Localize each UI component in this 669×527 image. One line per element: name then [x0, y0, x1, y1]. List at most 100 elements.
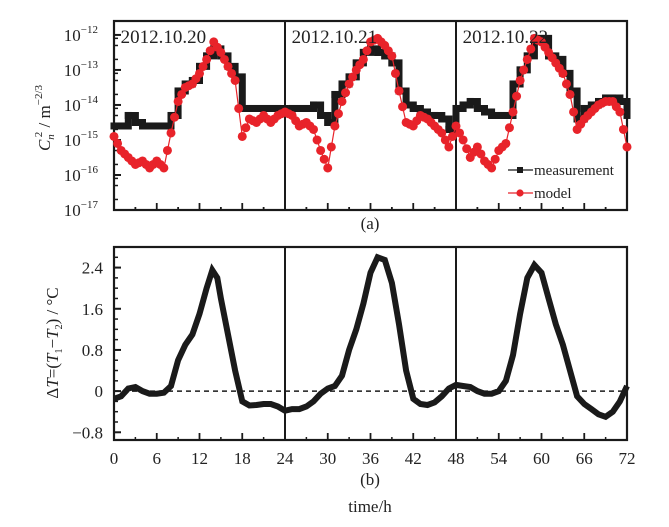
model-point	[526, 44, 536, 54]
y-title-b-sub2: 2	[54, 324, 65, 329]
y-tick-label: 2.4	[82, 259, 104, 278]
x-tick-label: 18	[234, 449, 251, 468]
tick-base: 10	[64, 26, 81, 45]
model-point	[241, 123, 251, 133]
model-point	[223, 61, 233, 71]
tick-exponent: −12	[81, 24, 98, 36]
model-point	[440, 135, 450, 145]
model-point	[316, 145, 326, 155]
y-title-a-text: Cn2 / m−2/3	[33, 84, 57, 151]
model-point	[195, 68, 204, 78]
x-tick-label: 48	[448, 449, 465, 468]
y-tick-label: 0	[95, 382, 104, 401]
model-point	[234, 103, 244, 113]
model-point	[202, 54, 212, 64]
measurement-point	[509, 80, 517, 88]
date-annotation: 2012.10.22	[463, 27, 549, 48]
measurement-point	[409, 104, 417, 112]
y-tick-label: 10−14	[64, 94, 99, 115]
model-point	[319, 154, 329, 164]
panel-b-label: (b)	[360, 470, 380, 489]
tick-base: 10	[64, 96, 81, 115]
measurement-point	[388, 59, 396, 67]
model-point	[344, 79, 354, 89]
measurement-point	[488, 111, 496, 119]
measurement-point	[331, 90, 339, 98]
legend-marker-circle	[516, 189, 524, 197]
model-point	[490, 154, 500, 164]
model-point	[230, 75, 240, 85]
tick-base: 10	[64, 61, 81, 80]
model-point	[309, 124, 318, 134]
model-point	[362, 46, 372, 56]
measurement-point	[110, 122, 118, 130]
model-point	[326, 142, 336, 152]
tick-base: 10	[64, 131, 81, 150]
y-tick-label: 10−15	[64, 129, 99, 150]
model-point	[333, 109, 343, 119]
measurement-point	[288, 104, 296, 112]
y-tick-label: 0.8	[82, 341, 103, 360]
measurement-point	[466, 97, 474, 105]
tick-exponent: −16	[81, 164, 99, 176]
model-point	[444, 142, 454, 152]
model-point	[205, 46, 215, 56]
tick-exponent: −17	[81, 199, 99, 211]
model-point	[501, 138, 511, 148]
tick-exponent: −15	[81, 129, 99, 141]
x-axis-title: time/h	[348, 497, 392, 516]
measurement-point	[260, 104, 268, 112]
tick-base: 10	[64, 201, 81, 220]
y-tick-label: 10−17	[64, 199, 99, 220]
measurement-point	[452, 104, 460, 112]
y-title-b-eq: =(	[43, 363, 62, 379]
series-delta-t	[113, 253, 630, 421]
x-tick-label: 12	[191, 449, 208, 468]
y-title-b-text: ΔT=(T1−T2) / °C	[43, 287, 65, 398]
date-annotation: 2012.10.20	[121, 27, 207, 48]
model-point	[558, 68, 568, 78]
tick-exponent: −14	[81, 94, 99, 106]
y-title-a-sub: n	[45, 134, 57, 140]
measurement-point	[623, 111, 631, 119]
measurement-point	[124, 111, 132, 119]
model-point	[390, 68, 400, 78]
x-tick-label: 0	[110, 449, 119, 468]
series-model	[109, 33, 632, 173]
model-point	[508, 107, 518, 117]
panel-b-y-ticks: 2.4 1.6 0.8 0 −0.8	[72, 256, 121, 442]
model-point	[476, 149, 486, 159]
model-point	[504, 123, 514, 133]
date-annotations: 2012.10.20 2012.10.21 2012.10.22	[121, 27, 549, 48]
model-point	[561, 79, 571, 89]
model-point	[487, 163, 497, 173]
model-point	[394, 86, 404, 96]
panel-b-delta-t: 2.41.60.80−0.8 0 6 12 18 24 30 36 42 48 54 60 66 72 …	[43, 245, 636, 516]
model-point	[519, 65, 529, 75]
model-point	[173, 96, 183, 106]
x-tick-label: 24	[277, 449, 295, 468]
measurement-point	[117, 122, 125, 130]
model-point	[216, 47, 226, 57]
measurement-point	[481, 108, 488, 116]
model-point	[170, 112, 180, 122]
measurement-point	[267, 104, 275, 112]
y-tick-label: 10−12	[64, 24, 98, 45]
model-point	[166, 128, 176, 138]
tick-exponent: −13	[81, 59, 99, 71]
model-point	[198, 61, 208, 71]
measurement-point	[445, 125, 453, 133]
measurement-point	[580, 104, 588, 112]
measurement-point	[338, 80, 346, 88]
y-tick-label: 10−13	[64, 59, 99, 80]
model-point	[615, 107, 625, 117]
model-point	[451, 121, 461, 131]
panel-a-label: (a)	[361, 214, 380, 233]
measurement-point	[139, 122, 146, 130]
panel-a-y-axis-title: Cn2 / m−2/3	[33, 84, 57, 151]
measurement-point	[438, 115, 446, 123]
legend-item-measurement: measurement	[508, 163, 615, 179]
